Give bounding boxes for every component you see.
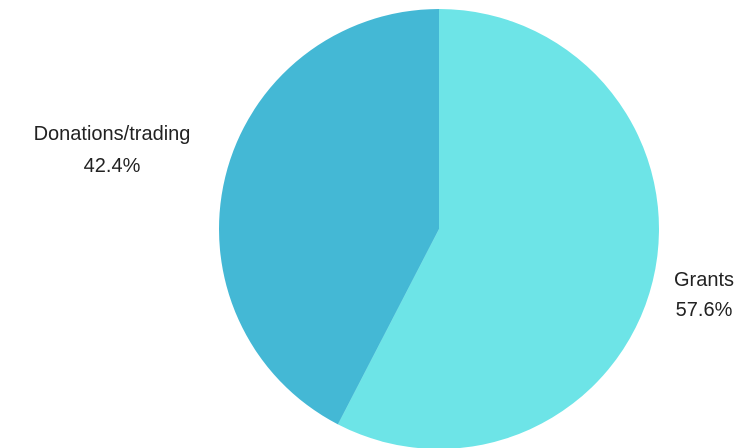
slice-label-donations-trading: Donations/trading [34, 123, 191, 145]
pie-slice-grants [337, 9, 659, 448]
slice-label-grants: Grants [674, 269, 734, 291]
slice-labels: Grants 57.6% Donations/trading 42.4% [34, 123, 734, 321]
slice-value-grants: 57.6% [676, 299, 733, 321]
slice-value-donations-trading: 42.4% [84, 155, 141, 177]
pie-slice-donations-trading [218, 8, 439, 425]
pie-slices [218, 8, 659, 448]
